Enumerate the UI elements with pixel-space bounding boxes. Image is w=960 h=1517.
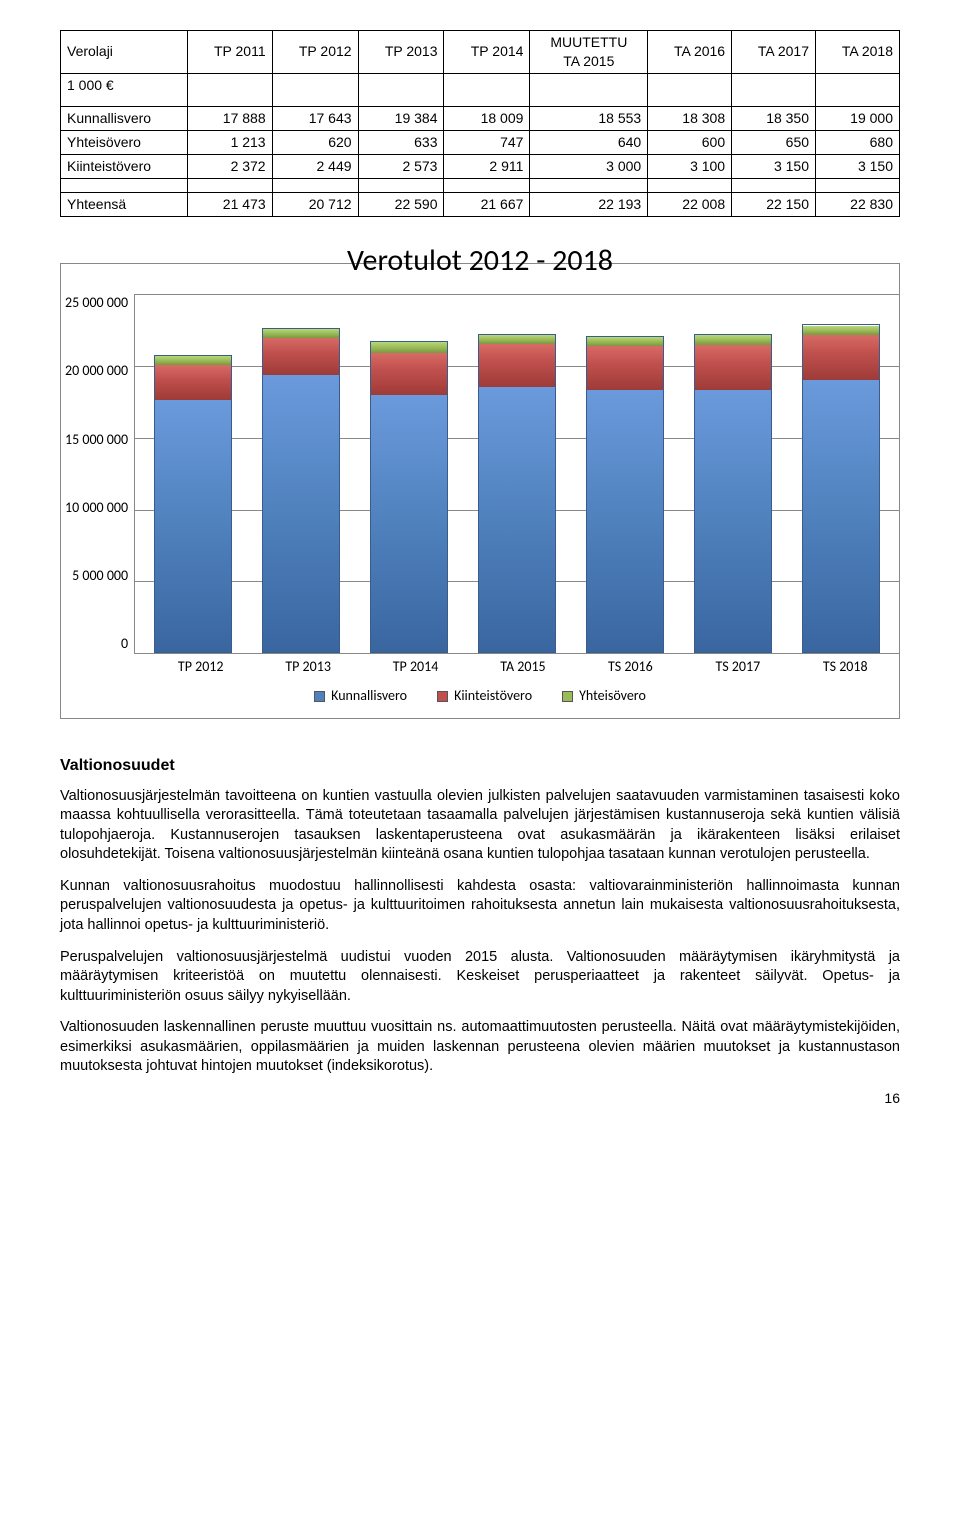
chart-bar bbox=[262, 328, 340, 653]
blank-row bbox=[61, 178, 900, 192]
table-row: Yhteisövero 1 213620633747640600650680 bbox=[61, 131, 900, 155]
y-tick: 15 000 000 bbox=[65, 431, 128, 450]
x-tick: TS 2018 bbox=[806, 658, 884, 677]
x-tick: TP 2014 bbox=[377, 658, 455, 677]
col-ta2017: TA 2017 bbox=[732, 31, 816, 74]
y-tick: 10 000 000 bbox=[65, 499, 128, 518]
table-row: Kunnallisvero 17 88817 64319 38418 00918… bbox=[61, 107, 900, 131]
x-tick: TA 2015 bbox=[484, 658, 562, 677]
chart-legend: Kunnallisvero Kiinteistövero Yhteisövero bbox=[61, 687, 899, 706]
legend-item: Kiinteistövero bbox=[437, 687, 532, 706]
legend-item: Kunnallisvero bbox=[314, 687, 407, 706]
col-tp2011: TP 2011 bbox=[188, 31, 273, 74]
col-ta2018: TA 2018 bbox=[816, 31, 900, 74]
verotulot-chart: Verotulot 2012 - 2018 25 000 00020 000 0… bbox=[60, 241, 900, 719]
chart-bar bbox=[478, 334, 556, 654]
tax-table: Verolaji TP 2011 TP 2012 TP 2013 TP 2014… bbox=[60, 30, 900, 217]
section-heading: Valtionosuudet bbox=[60, 755, 900, 777]
col-tp2012: TP 2012 bbox=[272, 31, 358, 74]
col-tp2013: TP 2013 bbox=[358, 31, 444, 74]
table-header-row: Verolaji TP 2011 TP 2012 TP 2013 TP 2014… bbox=[61, 31, 900, 74]
x-tick: TP 2013 bbox=[269, 658, 347, 677]
table-row: Kiinteistövero 2 3722 4492 5732 9113 000… bbox=[61, 154, 900, 178]
col-verolaji: Verolaji bbox=[61, 31, 188, 74]
chart-bar bbox=[694, 334, 772, 653]
y-tick: 20 000 000 bbox=[65, 362, 128, 381]
y-axis: 25 000 000 20 000 000 15 000 000 10 000 000… bbox=[61, 294, 134, 654]
legend-item: Yhteisövero bbox=[562, 687, 646, 706]
chart-bar bbox=[802, 324, 880, 653]
chart-bar bbox=[154, 355, 232, 653]
col-ta2016: TA 2016 bbox=[648, 31, 732, 74]
y-tick: 0 bbox=[65, 635, 128, 654]
blank-row bbox=[61, 97, 900, 107]
y-tick: 25 000 000 bbox=[65, 294, 128, 313]
paragraph: Peruspalvelujen valtionosuusjärjestelmä … bbox=[60, 948, 900, 1007]
chart-bar bbox=[586, 336, 664, 653]
col-ta2015: MUUTETTU TA 2015 bbox=[530, 31, 648, 74]
x-tick: TS 2016 bbox=[591, 658, 669, 677]
paragraph: Valtionosuuden laskennallinen peruste mu… bbox=[60, 1018, 900, 1077]
unit-row: 1 000 € bbox=[61, 73, 900, 96]
unit-label: 1 000 € bbox=[61, 73, 188, 96]
x-tick: TP 2012 bbox=[162, 658, 240, 677]
chart-plot bbox=[134, 294, 899, 654]
paragraph: Valtionosuusjärjestelmän tavoitteena on … bbox=[60, 787, 900, 865]
x-tick: TS 2017 bbox=[699, 658, 777, 677]
y-tick: 5 000 000 bbox=[65, 567, 128, 586]
col-tp2014: TP 2014 bbox=[444, 31, 530, 74]
chart-bar bbox=[370, 341, 448, 653]
paragraph: Kunnan valtionosuusrahoitus muodostuu ha… bbox=[60, 877, 900, 936]
sum-row: Yhteensä 21 47320 71222 59021 66722 1932… bbox=[61, 192, 900, 216]
page-number: 16 bbox=[60, 1089, 900, 1108]
x-axis: TP 2012 TP 2013 TP 2014 TA 2015 TS 2016 TS 20… bbox=[147, 658, 899, 677]
